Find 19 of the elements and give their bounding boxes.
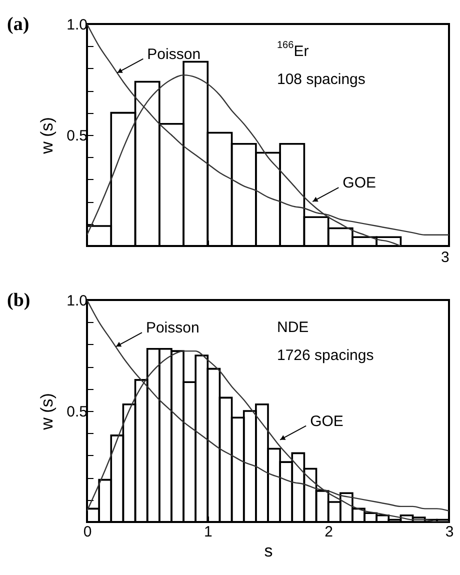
y-tick-label: 0.5 [66,128,88,144]
x-tick-label: 1 [204,524,212,540]
annotation: GOE [342,174,376,192]
x-tick-label: 3 [445,524,454,540]
annotation: 1726 spacings [277,347,374,364]
annotation: NDE [277,319,309,336]
annotation: GOE [310,412,344,430]
chart-title: (b) [7,290,30,311]
y-axis-title: w (s) [38,393,57,431]
annotation: Poisson [147,46,201,63]
y-tick-label: 0.5 [66,404,88,420]
text: 3 [441,249,450,266]
x-tick-label: 0 [83,524,92,540]
chart-title: (a) [7,14,30,35]
annotation: Poisson [146,320,200,337]
annotation: 108 spacings [277,71,366,88]
x-axis-title: s [264,542,273,560]
y-axis-title: w (s) [38,117,57,155]
x-tick-label: 2 [324,524,334,540]
